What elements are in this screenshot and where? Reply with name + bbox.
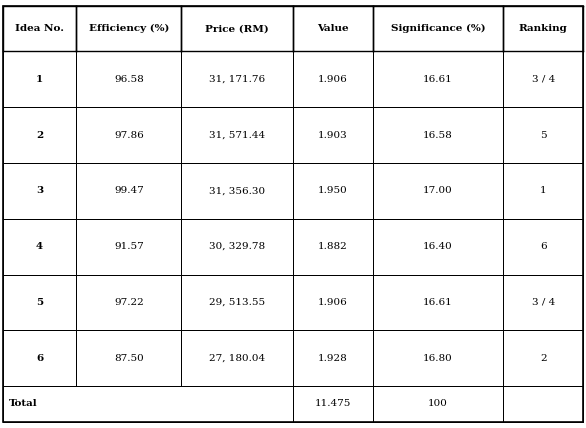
Text: 5: 5 — [36, 298, 43, 307]
Text: 30, 329.78: 30, 329.78 — [209, 242, 265, 251]
Text: Value: Value — [317, 24, 349, 33]
Text: 5: 5 — [540, 131, 547, 140]
Text: Significance (%): Significance (%) — [391, 24, 485, 33]
Text: 27, 180.04: 27, 180.04 — [209, 354, 265, 363]
Text: 2: 2 — [540, 354, 547, 363]
Text: 1.882: 1.882 — [318, 242, 347, 251]
Text: 16.61: 16.61 — [423, 298, 453, 307]
Text: 3: 3 — [36, 186, 43, 195]
Text: 91.57: 91.57 — [114, 242, 144, 251]
Text: 97.22: 97.22 — [114, 298, 144, 307]
Text: 6: 6 — [36, 354, 43, 363]
Text: Total: Total — [9, 399, 38, 408]
Text: 2: 2 — [36, 131, 43, 140]
Text: 1.928: 1.928 — [318, 354, 347, 363]
Text: 31, 356.30: 31, 356.30 — [209, 186, 265, 195]
Text: 16.80: 16.80 — [423, 354, 453, 363]
Text: 1.950: 1.950 — [318, 186, 347, 195]
Text: 1.903: 1.903 — [318, 131, 347, 140]
Text: 4: 4 — [36, 242, 43, 251]
Text: Idea No.: Idea No. — [15, 24, 64, 33]
Text: 97.86: 97.86 — [114, 131, 144, 140]
Text: 31, 171.76: 31, 171.76 — [209, 75, 265, 84]
Text: 29, 513.55: 29, 513.55 — [209, 298, 265, 307]
Text: 100: 100 — [428, 399, 448, 408]
Text: 96.58: 96.58 — [114, 75, 144, 84]
Text: Efficiency (%): Efficiency (%) — [88, 24, 169, 33]
Text: 16.61: 16.61 — [423, 75, 453, 84]
Text: Price (RM): Price (RM) — [205, 24, 269, 33]
Text: 16.40: 16.40 — [423, 242, 453, 251]
Text: 87.50: 87.50 — [114, 354, 144, 363]
Text: 3 / 4: 3 / 4 — [532, 298, 555, 307]
Text: 17.00: 17.00 — [423, 186, 453, 195]
Text: 1.906: 1.906 — [318, 75, 347, 84]
Text: 99.47: 99.47 — [114, 186, 144, 195]
Text: 1: 1 — [540, 186, 547, 195]
Text: 31, 571.44: 31, 571.44 — [209, 131, 265, 140]
Text: 16.58: 16.58 — [423, 131, 453, 140]
Text: 6: 6 — [540, 242, 547, 251]
Text: 3 / 4: 3 / 4 — [532, 75, 555, 84]
Text: 11.475: 11.475 — [315, 399, 351, 408]
Text: 1: 1 — [36, 75, 43, 84]
Text: 1.906: 1.906 — [318, 298, 347, 307]
Text: Ranking: Ranking — [519, 24, 568, 33]
